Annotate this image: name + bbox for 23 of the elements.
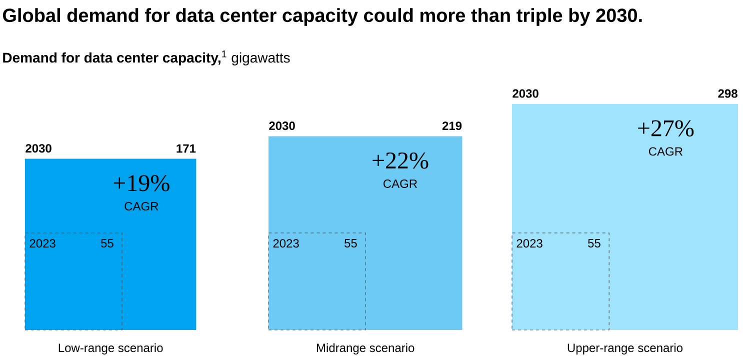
text: +27% — [638, 120, 694, 136]
data-label: 219 — [442, 122, 462, 130]
data-label: 55 — [588, 239, 600, 248]
text: 2030 — [26, 144, 52, 153]
text: +19% — [114, 174, 170, 192]
data-label: 55 — [344, 239, 357, 248]
series-label: 2023 — [516, 239, 542, 248]
data-label: 171 — [176, 144, 196, 153]
text: +22% — [372, 152, 428, 169]
text: 2030 — [269, 122, 295, 130]
text: 2030 — [512, 89, 538, 98]
category-label: Upper-range scenario — [568, 343, 682, 354]
text: 2023 — [273, 239, 299, 248]
category-label: Midrange scenario — [317, 343, 414, 354]
text: CAGR — [648, 147, 682, 156]
category-label: Low-range scenario — [58, 343, 163, 354]
text: Global demand for data center capacity could more than triple by 2030. — [2, 8, 642, 26]
text: CAGR — [124, 202, 158, 210]
text: CAGR — [384, 179, 418, 188]
text: Demand for data center capacity,$^{1}$ gigawatts — [3, 50, 290, 66]
data-label: 298 — [718, 89, 738, 98]
data-label: 55 — [101, 239, 114, 248]
text: 2023 — [30, 239, 56, 248]
